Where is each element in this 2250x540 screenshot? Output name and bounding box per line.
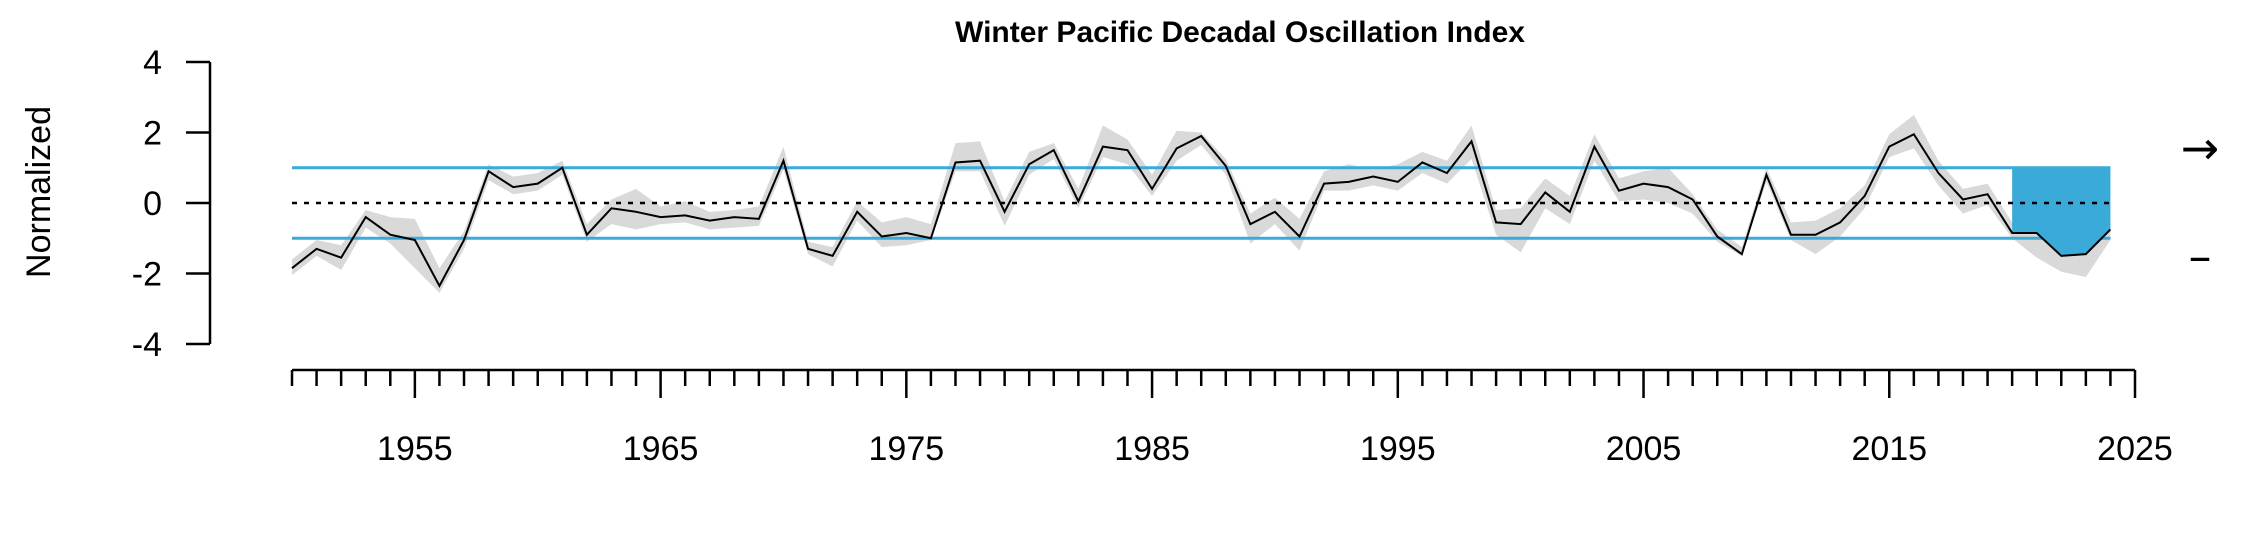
mean-dash-icon: – (2189, 229, 2212, 283)
x-tick-label: 2025 (2097, 430, 2173, 468)
y-tick-label: 4 (143, 44, 162, 82)
x-tick-label: 1985 (1114, 430, 1190, 468)
y-axis-label: Normalized (20, 106, 58, 278)
recent-period-shading (2012, 167, 2111, 256)
x-axis: 1955 1965 1975 1985 1995 2005 2015 2025 (290, 368, 2173, 468)
x-tick-label: 1955 (377, 430, 453, 468)
x-tick-label: 1995 (1360, 430, 1436, 468)
x-tick-label: 1975 (869, 430, 945, 468)
series-layer (291, 132, 2112, 288)
y-tick-label: -2 (132, 256, 162, 294)
x-tick-label: 2015 (1851, 430, 1927, 468)
series-line (291, 132, 2112, 288)
recent-period-layer (2012, 167, 2111, 256)
y-tick-label: 2 (143, 115, 162, 153)
reference-lines-layer (292, 166, 2111, 240)
uncertainty-band-layer (292, 114, 2111, 293)
x-tick-label: 1965 (623, 430, 699, 468)
y-axis: 4 2 0 -2 -4 (132, 44, 212, 364)
y-tick-label: 0 (143, 185, 162, 223)
y-tick-label: -4 (132, 326, 162, 364)
uncertainty-band (292, 114, 2111, 293)
x-tick-label: 2005 (1606, 430, 1682, 468)
trend-arrow-icon: → (2181, 121, 2220, 175)
chart-title: Winter Pacific Decadal Oscillation Index (955, 16, 1525, 49)
